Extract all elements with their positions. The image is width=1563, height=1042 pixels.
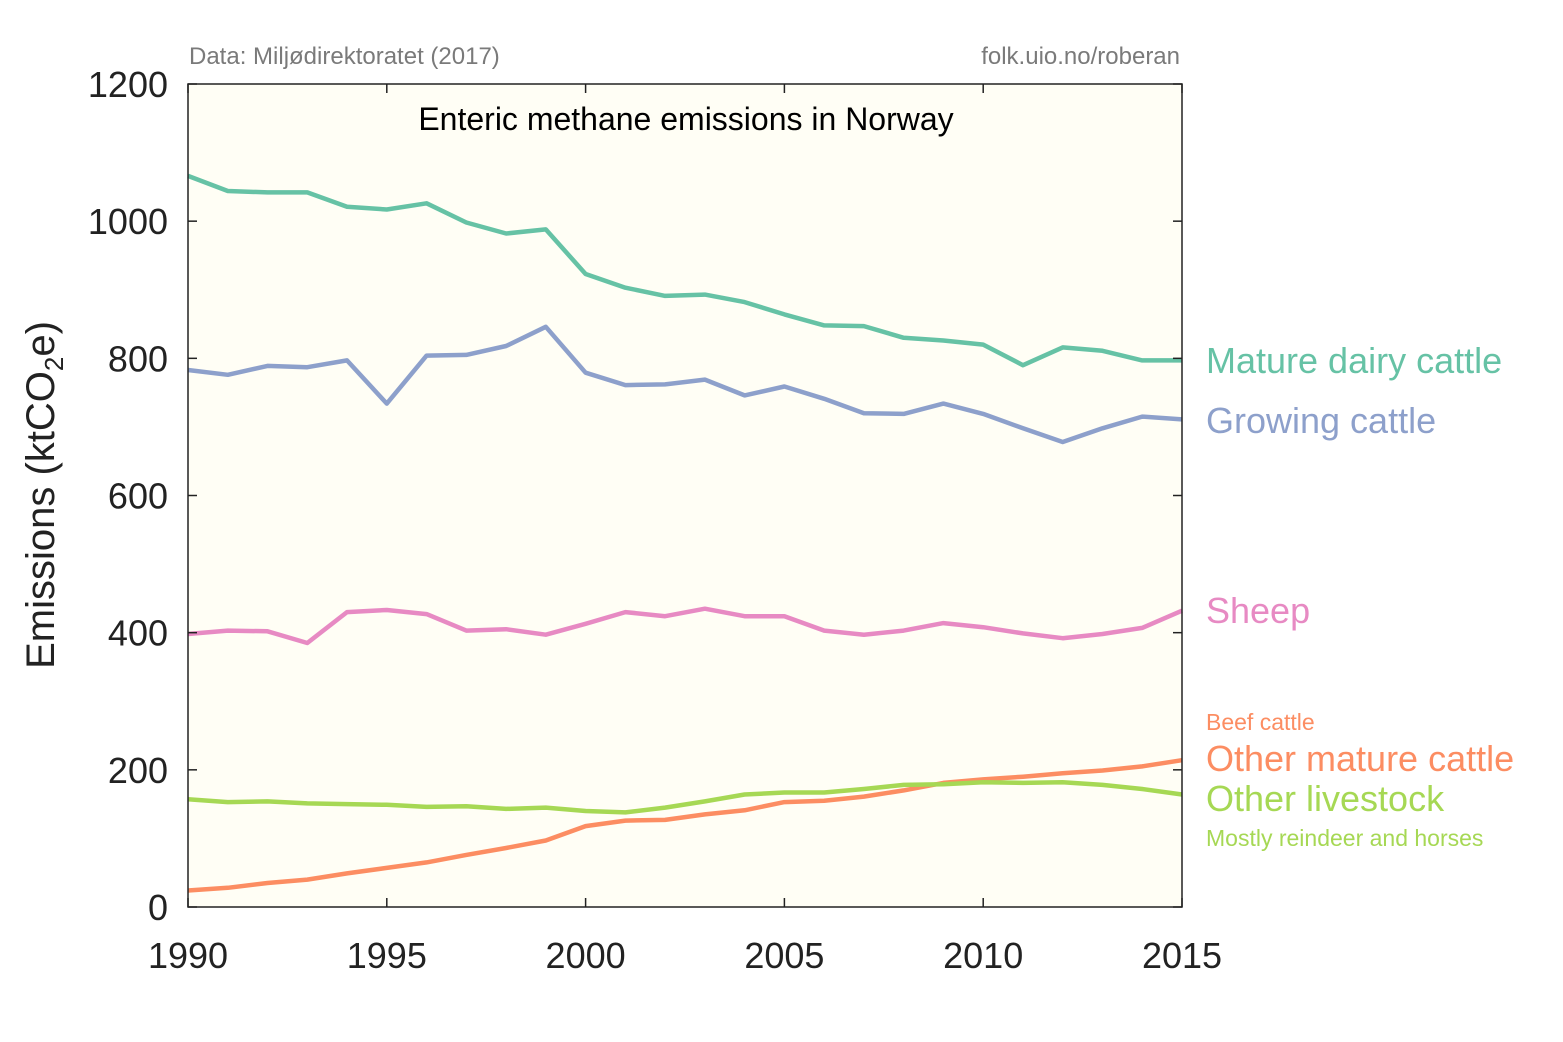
series-line-1 <box>187 173 1182 368</box>
series-line-4 <box>187 757 1183 893</box>
x-tick-label: 1990 <box>148 935 228 976</box>
x-tick-label: 2010 <box>943 935 1023 976</box>
series-note-5: Mostly reindeer and horses <box>1206 825 1483 851</box>
series-label-1: Mature dairy cattle <box>1206 340 1502 381</box>
y-tick-label: 1200 <box>88 64 168 105</box>
y-tick-label: 800 <box>108 338 168 379</box>
series-line-2 <box>187 324 1183 445</box>
y-tick-label: 600 <box>108 476 168 517</box>
y-tick-label: 400 <box>108 613 168 654</box>
axes-layer: 0 200 400 600 800 1000 1200 1990 1995 2000 2005 201… <box>88 64 1222 976</box>
y-tick-label: 1000 <box>88 201 168 242</box>
series-line-3 <box>187 606 1183 646</box>
series-labels: Mature dairy cattle Growing cattle Sheep Ot… <box>1206 340 1514 851</box>
series-label-4: Other mature cattle <box>1206 738 1514 779</box>
x-tick-label: 2015 <box>1142 935 1222 976</box>
y-axis-label: Emissions (ktCO2e) <box>19 321 69 669</box>
credit-note: folk.uio.no/roberan <box>981 43 1180 70</box>
source-note: Data: Miljødirektoratet (2017) <box>189 43 500 70</box>
series-note-4: Beef cattle <box>1206 709 1315 735</box>
series-label-3: Sheep <box>1206 590 1310 631</box>
x-tick-label: 1995 <box>347 935 427 976</box>
x-tick-label: 2005 <box>744 935 824 976</box>
plot-area <box>188 84 1182 907</box>
series-line-5 <box>187 779 1183 815</box>
chart-title: Enteric methane emissions in Norway <box>418 101 953 137</box>
series-label-2: Growing cattle <box>1206 400 1436 441</box>
y-tick-label: 0 <box>148 887 168 928</box>
series-layer <box>187 173 1183 893</box>
x-tick-label: 2000 <box>546 935 626 976</box>
y-tick-label: 200 <box>108 750 168 791</box>
series-label-5: Other livestock <box>1206 778 1445 819</box>
